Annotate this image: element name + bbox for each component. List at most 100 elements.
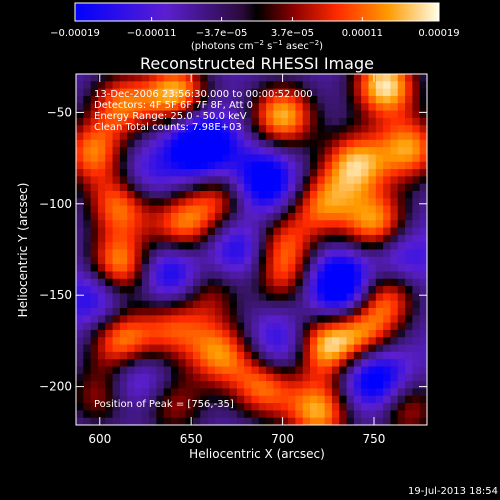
heatmap-cell	[353, 249, 362, 258]
heatmap-cell	[412, 95, 421, 104]
heatmap-cell	[251, 286, 260, 294]
heatmap-cell	[339, 74, 347, 82]
heatmap-cell	[207, 212, 216, 221]
heatmap-cell	[178, 125, 187, 133]
heatmap-cell	[112, 161, 121, 170]
heatmap-cell	[361, 220, 369, 228]
heatmap-cell	[76, 234, 84, 243]
heatmap-cell	[171, 125, 179, 133]
heatmap-cell	[200, 169, 209, 177]
heatmap-cell	[236, 395, 245, 404]
heatmap-cell	[244, 373, 252, 382]
heatmap-cell	[222, 308, 230, 316]
heatmap-cell	[149, 403, 157, 411]
heatmap-cell	[331, 191, 340, 199]
heatmap-cell	[412, 293, 421, 302]
heatmap-cell	[288, 198, 296, 207]
heatmap-cell	[141, 403, 150, 411]
heatmap-cell	[383, 359, 391, 367]
heatmap-cell	[361, 315, 369, 324]
heatmap-cell	[112, 373, 121, 382]
heatmap-cell	[244, 322, 252, 331]
heatmap-cell	[412, 169, 421, 177]
heatmap-cell	[83, 161, 92, 170]
heatmap-cell	[244, 293, 252, 302]
heatmap-cell	[214, 88, 223, 97]
heatmap-cell	[390, 242, 399, 250]
heatmap-cell	[229, 125, 238, 133]
heatmap-cell	[419, 132, 428, 141]
heatmap-cell	[200, 344, 209, 353]
heatmap-cell	[295, 381, 304, 389]
heatmap-cell	[258, 234, 267, 243]
heatmap-cell	[141, 373, 150, 382]
heatmap-cell	[368, 315, 377, 324]
heatmap-cell	[193, 88, 201, 97]
heatmap-cell	[266, 132, 274, 141]
heatmap-cell	[302, 300, 311, 309]
heatmap-cell	[288, 315, 296, 324]
heatmap-cell	[339, 117, 347, 126]
heatmap-cell	[368, 103, 377, 111]
heatmap-cell	[83, 403, 92, 411]
heatmap-cell	[331, 300, 340, 309]
heatmap-cell	[368, 395, 377, 404]
heatmap-cell	[127, 344, 135, 353]
heatmap-cell	[346, 359, 355, 367]
heatmap-cell	[112, 308, 121, 316]
heatmap-cell	[76, 81, 84, 90]
heatmap-cell	[134, 322, 143, 331]
heatmap-cell	[317, 169, 326, 177]
heatmap-cell	[163, 110, 172, 119]
heatmap-cell	[178, 366, 187, 375]
heatmap-cell	[295, 169, 304, 177]
heatmap-cell	[97, 337, 106, 345]
heatmap-cell	[163, 417, 172, 426]
heatmap-cell	[244, 388, 252, 397]
heatmap-cell	[397, 81, 406, 90]
heatmap-cell	[383, 95, 391, 104]
heatmap-cell	[178, 417, 187, 426]
heatmap-cell	[280, 110, 289, 119]
heatmap-cell	[353, 191, 362, 199]
heatmap-cell	[339, 366, 347, 375]
heatmap-cell	[331, 344, 340, 353]
heatmap-cell	[397, 169, 406, 177]
heatmap-cell	[412, 191, 421, 199]
heatmap-cell	[112, 249, 121, 258]
heatmap-cell	[119, 198, 128, 207]
heatmap-cell	[339, 359, 347, 367]
heatmap-cell	[156, 410, 165, 419]
heatmap-cell	[244, 132, 252, 141]
heatmap-cell	[83, 176, 92, 185]
heatmap-cell	[266, 242, 274, 250]
heatmap-cell	[141, 74, 150, 82]
heatmap-cell	[163, 117, 172, 126]
heatmap-cell	[119, 388, 128, 397]
heatmap-cell	[375, 278, 384, 287]
y-axis-label: Heliocentric Y (arcsec)	[16, 183, 30, 318]
heatmap-cell	[375, 95, 384, 104]
heatmap-cell	[163, 154, 172, 163]
heatmap-cell	[185, 103, 194, 111]
heatmap-cell	[280, 103, 289, 111]
heatmap-cell	[236, 417, 245, 426]
heatmap-cell	[112, 125, 121, 133]
heatmap-cell	[156, 220, 165, 228]
heatmap-cell	[185, 88, 194, 97]
heatmap-cell	[171, 264, 179, 272]
heatmap-cell	[375, 81, 384, 90]
heatmap-cell	[339, 161, 347, 170]
heatmap-cell	[229, 344, 238, 353]
heatmap-cell	[251, 256, 260, 265]
heatmap-cell	[317, 381, 326, 389]
heatmap-cell	[390, 110, 399, 119]
heatmap-cell	[324, 417, 333, 426]
heatmap-cell	[105, 293, 113, 302]
heatmap-cell	[178, 95, 187, 104]
heatmap-cell	[331, 293, 340, 302]
heatmap-cell	[83, 154, 92, 163]
heatmap-cell	[412, 110, 421, 119]
heatmap-cell	[105, 410, 113, 419]
heatmap-cell	[251, 322, 260, 331]
